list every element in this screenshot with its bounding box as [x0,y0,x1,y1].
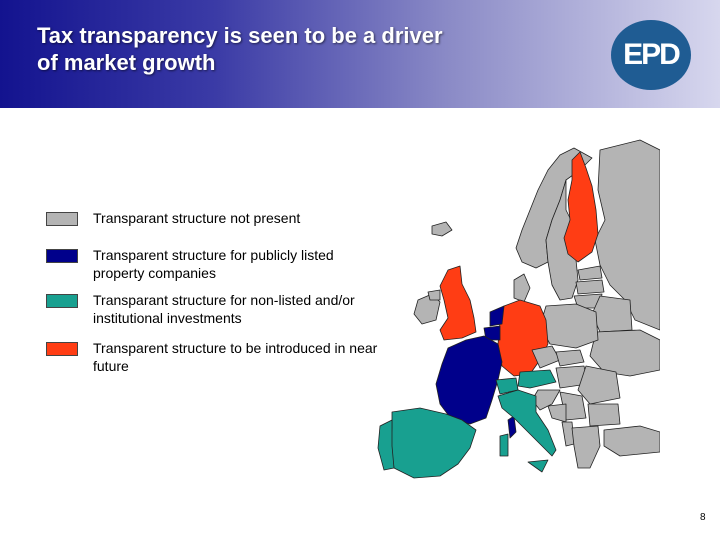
russia [594,139,660,331]
corsica [507,415,517,439]
legend-label-not-present: Transparant structure not present [93,210,301,226]
belarus [591,295,633,333]
legend-item-non-listed: Transparant structure for non-listed and… [46,291,386,335]
sardinia [499,433,509,457]
france [435,335,503,425]
legend-swatch-navy [46,249,78,263]
legend-label-non-listed: Transparant structure for non-listed and… [93,292,355,326]
title-line-1: Tax transparency is seen to be a driver [37,23,443,48]
sicily [527,459,549,473]
legend-item-not-present: Transparant structure not present [46,209,386,253]
bosnia [547,403,567,423]
uk [439,265,477,341]
austria [517,369,557,389]
header-bar: Tax transparency is seen to be a driver … [0,0,720,108]
ukraine [589,329,660,377]
legend-label-listed: Transparent structure for publicly liste… [93,247,334,281]
albania [561,421,575,447]
northern-ireland [427,289,441,301]
iceland [431,221,453,237]
legend-item-listed: Transparent structure for publicly liste… [46,246,386,290]
romania [577,365,621,405]
europe-map [377,139,660,479]
legend-swatch-grey [46,212,78,226]
greece [571,425,601,469]
slovakia [555,349,585,367]
legend-swatch-teal [46,294,78,308]
belgium [483,325,501,341]
bulgaria [587,403,621,427]
legend-item-near-future: Transparent structure to be introduced i… [46,339,386,383]
finland [563,151,599,263]
legend-label-near-future: Transparent structure to be introduced i… [93,340,378,374]
slide-title: Tax transparency is seen to be a driver … [37,22,597,76]
legend-swatch-red [46,342,78,356]
portugal [377,419,395,471]
page-number: 8 [700,512,706,523]
title-line-2: of market growth [37,50,216,75]
poland [539,303,599,349]
latvia [575,279,605,295]
estonia [577,265,603,281]
denmark [513,273,531,303]
netherlands [489,305,505,327]
italy [497,389,557,457]
norway [515,147,593,269]
epd-logo: EPD [611,20,691,90]
turkey [603,425,660,457]
